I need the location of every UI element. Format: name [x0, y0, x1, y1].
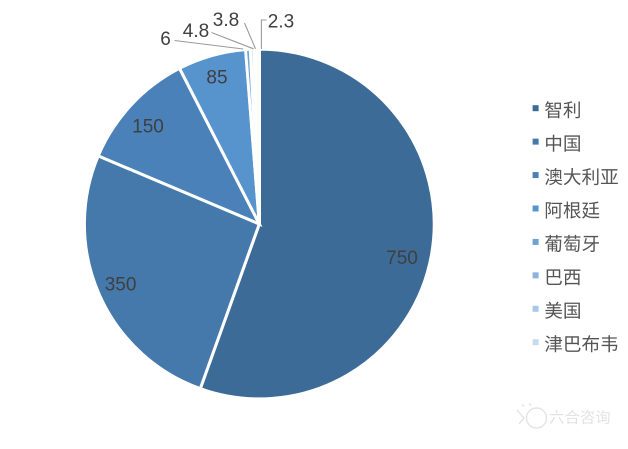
svg-text:6: 6 — [160, 29, 171, 50]
svg-text:85: 85 — [206, 67, 227, 88]
svg-text:750: 750 — [386, 248, 418, 269]
svg-text:4.8: 4.8 — [183, 21, 209, 42]
svg-text:150: 150 — [132, 116, 164, 137]
svg-text:3.8: 3.8 — [213, 10, 239, 31]
svg-text:2.3: 2.3 — [268, 11, 294, 32]
svg-text:350: 350 — [105, 274, 137, 295]
